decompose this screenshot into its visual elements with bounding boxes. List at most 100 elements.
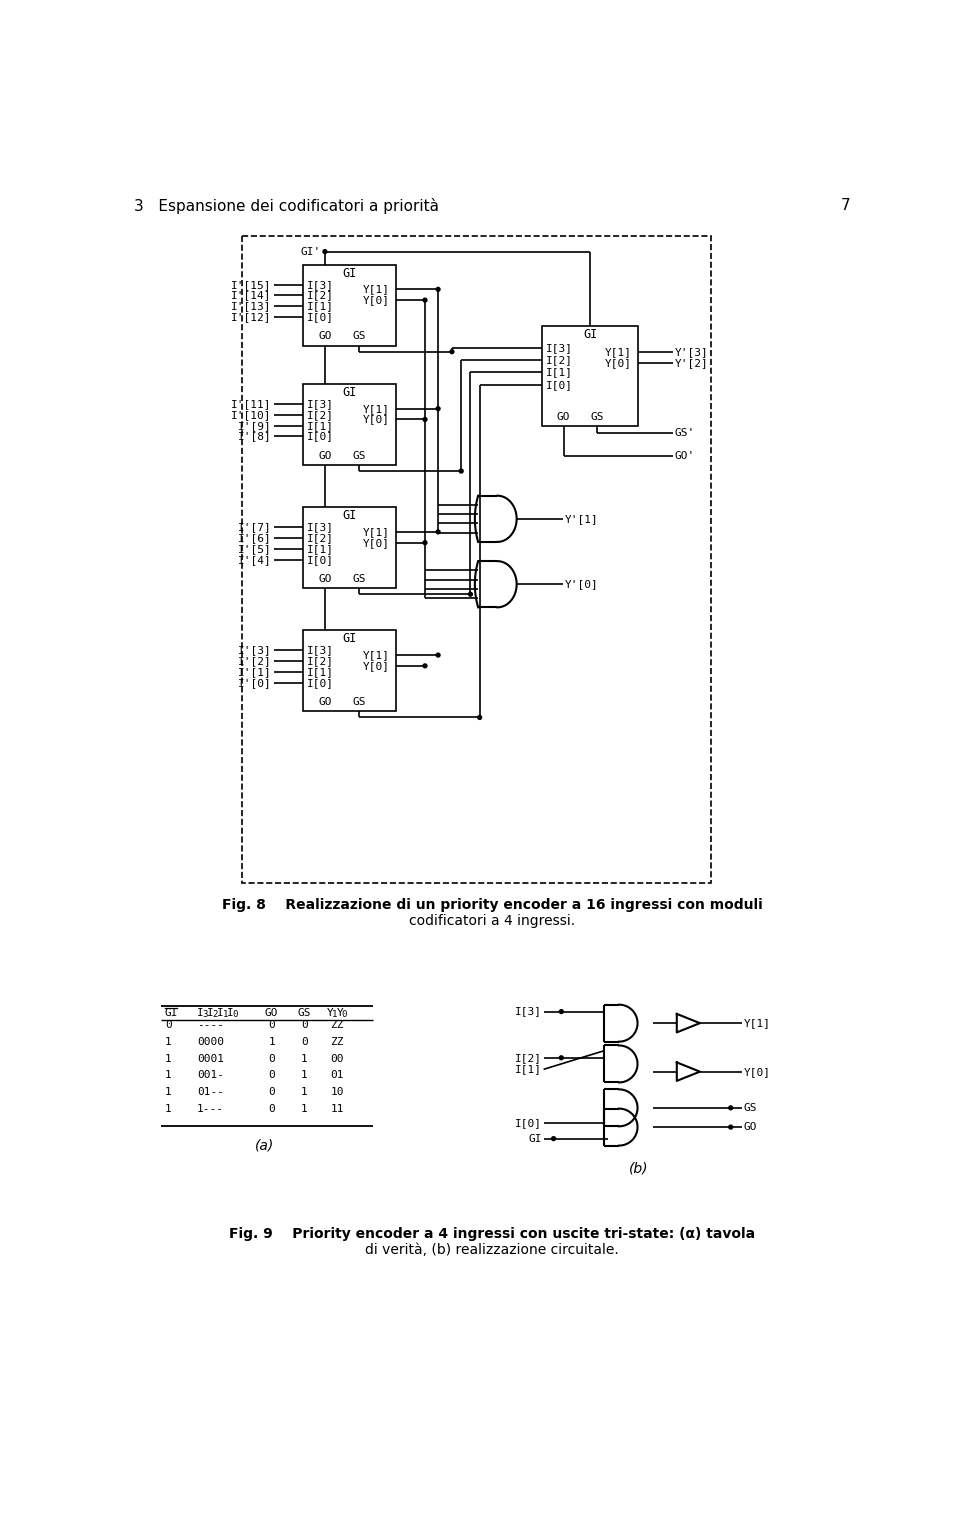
Text: GS: GS <box>352 574 366 584</box>
Text: Y[0]: Y[0] <box>363 415 390 424</box>
Text: I[0]: I[0] <box>307 313 334 322</box>
Text: codificatori a 4 ingressi.: codificatori a 4 ingressi. <box>409 913 575 928</box>
Text: GS: GS <box>744 1103 757 1112</box>
Text: (b): (b) <box>629 1161 648 1175</box>
Text: I'[6]: I'[6] <box>238 533 272 542</box>
Text: ZZ: ZZ <box>330 1020 344 1030</box>
Text: I'[4]: I'[4] <box>238 555 272 565</box>
Text: 1: 1 <box>301 1071 308 1080</box>
Text: 01--: 01-- <box>197 1088 224 1097</box>
Text: I[2]: I[2] <box>307 533 334 542</box>
Text: I: I <box>207 1008 214 1019</box>
Text: GI: GI <box>165 1008 179 1019</box>
Bar <box>242 236 711 882</box>
Text: GI: GI <box>343 267 357 280</box>
Circle shape <box>560 1056 564 1060</box>
Text: ZZ: ZZ <box>330 1037 344 1046</box>
Text: I[0]: I[0] <box>546 380 573 389</box>
Text: Fig. 9    Priority encoder a 4 ingressi con uscite tri-state: (α) tavola: Fig. 9 Priority encoder a 4 ingressi con… <box>228 1227 756 1241</box>
Text: I[1]: I[1] <box>307 421 334 430</box>
Text: GI: GI <box>343 386 357 398</box>
Text: Fig. 8    Realizzazione di un priority encoder a 16 ingressi con moduli: Fig. 8 Realizzazione di un priority enco… <box>222 898 762 913</box>
Text: Y[1]: Y[1] <box>363 527 390 536</box>
Text: GO: GO <box>318 331 331 342</box>
Text: I[0]: I[0] <box>307 432 334 441</box>
Text: I'[14]: I'[14] <box>231 291 272 300</box>
Text: Y[1]: Y[1] <box>363 650 390 660</box>
Text: 0: 0 <box>269 1105 276 1114</box>
Text: I[0]: I[0] <box>516 1118 542 1128</box>
Text: GI: GI <box>583 328 597 342</box>
Text: GI: GI <box>343 633 357 645</box>
Text: I[3]: I[3] <box>546 343 573 352</box>
Text: Y[0]: Y[0] <box>363 296 390 305</box>
Text: 0: 0 <box>301 1020 308 1030</box>
Bar <box>303 385 396 464</box>
Text: 2: 2 <box>212 1010 218 1019</box>
Circle shape <box>729 1124 732 1129</box>
Text: 10: 10 <box>330 1088 344 1097</box>
Text: 01: 01 <box>330 1071 344 1080</box>
Circle shape <box>552 1137 556 1140</box>
Text: Y'[1]: Y'[1] <box>564 513 598 524</box>
Text: Y'[3]: Y'[3] <box>675 348 708 357</box>
Text: GS: GS <box>590 412 604 423</box>
Text: Y[1]: Y[1] <box>744 1019 771 1028</box>
Circle shape <box>436 288 440 291</box>
Text: Y[0]: Y[0] <box>744 1066 771 1077</box>
Circle shape <box>323 250 326 253</box>
Text: ----: ---- <box>197 1020 224 1030</box>
Circle shape <box>423 418 427 421</box>
Bar <box>542 326 638 426</box>
Text: GO: GO <box>318 574 331 584</box>
Text: GS: GS <box>352 697 366 708</box>
Text: I[3]: I[3] <box>307 398 334 409</box>
Text: GI: GI <box>529 1134 542 1144</box>
Text: 1---: 1--- <box>197 1105 224 1114</box>
Text: I[2]: I[2] <box>307 411 334 420</box>
Text: I[3]: I[3] <box>307 522 334 532</box>
Text: GS: GS <box>352 331 366 342</box>
Text: Y[0]: Y[0] <box>605 358 632 368</box>
Bar <box>303 507 396 588</box>
Text: Y[0]: Y[0] <box>363 538 390 547</box>
Circle shape <box>450 349 454 354</box>
Text: I[2]: I[2] <box>307 291 334 300</box>
Circle shape <box>423 541 427 544</box>
Circle shape <box>459 469 463 473</box>
Text: I'[11]: I'[11] <box>231 398 272 409</box>
Text: I[1]: I[1] <box>307 544 334 555</box>
Text: GO: GO <box>265 1008 278 1019</box>
Text: I[1]: I[1] <box>307 666 334 677</box>
Text: I[2]: I[2] <box>516 1052 542 1063</box>
Text: GO: GO <box>318 450 331 461</box>
Circle shape <box>436 408 440 411</box>
Text: I'[5]: I'[5] <box>238 544 272 555</box>
Text: Y[0]: Y[0] <box>363 660 390 671</box>
Text: GI': GI' <box>300 247 321 256</box>
Text: 1: 1 <box>223 1010 228 1019</box>
Text: GO: GO <box>744 1121 757 1132</box>
Text: 0: 0 <box>269 1054 276 1063</box>
Text: I[1]: I[1] <box>546 368 573 377</box>
Circle shape <box>436 530 440 533</box>
Text: 1: 1 <box>165 1054 172 1063</box>
Text: 1: 1 <box>165 1105 172 1114</box>
Text: Y: Y <box>336 1008 344 1019</box>
Text: GI: GI <box>343 509 357 522</box>
Text: I: I <box>228 1008 234 1019</box>
Text: 0000: 0000 <box>197 1037 224 1046</box>
Text: 001-: 001- <box>197 1071 224 1080</box>
Text: GS: GS <box>352 450 366 461</box>
Text: I'[12]: I'[12] <box>231 313 272 322</box>
Text: I[3]: I[3] <box>307 280 334 290</box>
Text: 1: 1 <box>165 1037 172 1046</box>
Text: 1: 1 <box>332 1010 337 1019</box>
Text: GO: GO <box>557 412 570 423</box>
Text: 3   Espansione dei codificatori a priorità: 3 Espansione dei codificatori a priorità <box>134 198 439 213</box>
Text: I'[1]: I'[1] <box>238 666 272 677</box>
Text: 00: 00 <box>330 1054 344 1063</box>
Text: GO': GO' <box>675 450 695 461</box>
Text: I[2]: I[2] <box>307 656 334 666</box>
Text: I: I <box>217 1008 224 1019</box>
